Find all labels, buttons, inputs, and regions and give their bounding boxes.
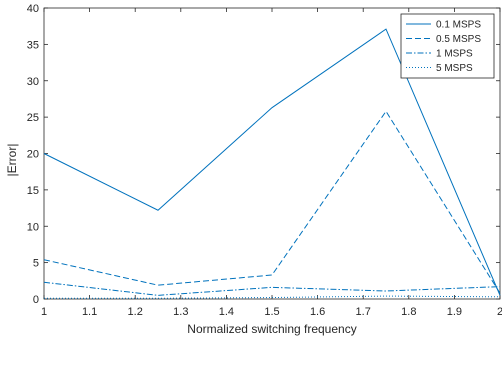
- y-tick-label: 10: [27, 221, 39, 233]
- legend-label: 0.1 MSPS: [436, 20, 481, 31]
- x-axis-label: Normalized switching frequency: [187, 322, 356, 336]
- y-tick-label: 40: [27, 3, 39, 15]
- legend-label: 0.5 MSPS: [436, 34, 481, 45]
- x-tick-label: 1.8: [401, 306, 416, 318]
- x-tick-label: 2: [497, 306, 502, 318]
- x-tick-label: 1.9: [447, 306, 462, 318]
- y-tick-label: 20: [27, 149, 39, 161]
- series-layer: [43, 28, 501, 299]
- y-tick-label: 30: [27, 76, 39, 88]
- x-tick-label: 1.5: [264, 306, 279, 318]
- y-axis-label: |Error|: [5, 144, 19, 177]
- x-tick-label: 1.1: [82, 306, 97, 318]
- x-tick-label: 1: [41, 306, 47, 318]
- y-tick-label: 25: [27, 112, 39, 124]
- legend-box: [400, 13, 495, 79]
- series-line-3: [43, 281, 501, 296]
- x-tick-label: 1.7: [356, 306, 371, 318]
- series-line-4: [44, 295, 501, 299]
- y-axis: 0 5 10 15 20 25 30 35 40: [27, 3, 500, 306]
- legend: 0.1 MSPS 0.5 MSPS 1 MSPS 5 MSPS: [400, 13, 495, 79]
- x-tick-label: 1.6: [310, 306, 325, 318]
- y-tick-label: 35: [27, 39, 39, 51]
- legend-label: 1 MSPS: [436, 49, 473, 60]
- series-line-1: [43, 28, 501, 296]
- series-line-2: [43, 110, 501, 294]
- legend-label: 5 MSPS: [436, 63, 473, 74]
- y-tick-label: 0: [33, 294, 39, 306]
- y-tick-label: 15: [27, 185, 39, 197]
- y-tick-label: 5: [33, 258, 39, 270]
- x-axis: 1 1.1 1.2 1.3 1.4 1.5 1.6 1.7 1.8 1.9 2: [41, 8, 502, 318]
- x-tick-label: 1.3: [173, 306, 188, 318]
- x-tick-label: 1.4: [219, 306, 234, 318]
- x-tick-label: 1.2: [128, 306, 143, 318]
